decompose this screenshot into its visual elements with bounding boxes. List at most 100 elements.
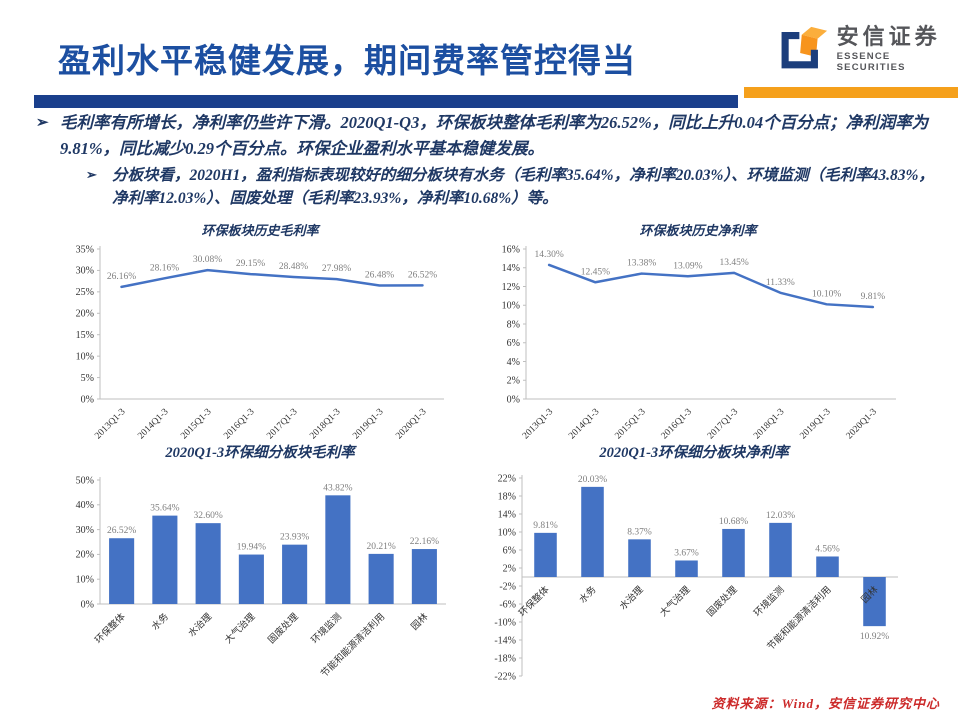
svg-text:2%: 2%: [503, 563, 516, 574]
svg-text:23.93%: 23.93%: [280, 533, 309, 543]
svg-text:2014Q1-3: 2014Q1-3: [136, 407, 170, 441]
svg-text:2016Q1-3: 2016Q1-3: [660, 407, 694, 441]
svg-text:大气治理: 大气治理: [657, 583, 693, 619]
svg-text:2014Q1-3: 2014Q1-3: [567, 407, 601, 441]
svg-text:3.67%: 3.67%: [674, 548, 699, 558]
chart-title-gross-margin-history: 环保板块历史毛利率: [201, 223, 319, 238]
svg-text:2015Q1-3: 2015Q1-3: [613, 407, 647, 441]
bar-chart-segment-net-margin: 22% 18% 14% 10% 6% 2% -2% -6% -10% -14% -18% -22% 9.…: [494, 473, 898, 682]
svg-text:20.03%: 20.03%: [578, 475, 607, 485]
svg-text:环境监测: 环境监测: [751, 584, 786, 619]
svg-text:2019Q1-3: 2019Q1-3: [351, 407, 385, 441]
logo-name-cn: 安信证券: [836, 23, 941, 49]
svg-text:20.21%: 20.21%: [366, 542, 395, 552]
svg-text:50%: 50%: [76, 475, 94, 486]
svg-text:10%: 10%: [498, 527, 516, 538]
svg-text:25%: 25%: [76, 287, 94, 298]
svg-text:2020Q1-3: 2020Q1-3: [845, 407, 879, 441]
svg-text:22.16%: 22.16%: [410, 537, 439, 547]
logo-mark-icon: [781, 26, 828, 69]
svg-text:6%: 6%: [503, 545, 516, 556]
svg-text:水治理: 水治理: [617, 583, 646, 612]
svg-text:26.48%: 26.48%: [365, 271, 394, 281]
svg-text:40%: 40%: [76, 500, 94, 511]
chart-segment-gross-margin: 2020Q1-3环保细分板块毛利率 0% 10% 20% 30% 40% 50% 26.52…: [62, 441, 458, 684]
svg-text:9.81%: 9.81%: [861, 292, 886, 302]
svg-text:园林: 园林: [409, 610, 431, 632]
svg-text:2017Q1-3: 2017Q1-3: [706, 407, 740, 441]
svg-text:水务: 水务: [577, 583, 599, 605]
chart-net-margin-history: 环保板块历史净利率 0% 2% 4% 6% 8% 10% 12% 14% 16% 14.30% 12…: [486, 220, 910, 443]
svg-text:29.15%: 29.15%: [236, 259, 265, 269]
svg-text:4%: 4%: [507, 357, 520, 368]
svg-text:27.98%: 27.98%: [322, 264, 351, 274]
svg-text:环保整体: 环保整体: [92, 610, 128, 646]
logo-name-en: ESSENCE SECURITIES: [836, 51, 906, 74]
svg-text:固废处理: 固废处理: [704, 583, 740, 619]
svg-text:43.82%: 43.82%: [323, 483, 352, 493]
chart-gross-margin-history: 环保板块历史毛利率 0% 5% 10% 15% 20% 25% 30% 35% 26.16% 28…: [62, 220, 458, 443]
svg-text:2020Q1-3: 2020Q1-3: [394, 407, 428, 441]
svg-text:30%: 30%: [76, 525, 94, 536]
svg-text:-2%: -2%: [499, 581, 516, 592]
svg-text:35%: 35%: [76, 244, 94, 255]
svg-text:0%: 0%: [507, 394, 520, 405]
logo-text: 安信证券 ESSENCE SECURITIES: [836, 23, 960, 74]
line-chart-net-margin-history: 0% 2% 4% 6% 8% 10% 12% 14% 16% 14.30% 12.45% 13.38%…: [502, 244, 896, 441]
page-title: 盈利水平稳健发展，期间费率管控得当: [58, 42, 636, 79]
logo: 安信证券 ESSENCE SECURITIES: [778, 22, 960, 76]
svg-text:35.64%: 35.64%: [150, 504, 179, 514]
svg-text:4.56%: 4.56%: [815, 544, 840, 554]
svg-text:10%: 10%: [76, 575, 94, 586]
svg-text:2018Q1-3: 2018Q1-3: [308, 407, 342, 441]
chart-segment-net-margin: 2020Q1-3环保细分板块净利率 22% 18% 14% 10% 6% 2% -2% -6%…: [478, 441, 910, 682]
svg-text:水治理: 水治理: [186, 610, 215, 639]
bullet-arrow-icon: ➢: [86, 167, 97, 183]
svg-text:2019Q1-3: 2019Q1-3: [798, 407, 832, 441]
svg-text:10%: 10%: [502, 301, 520, 312]
svg-text:-14%: -14%: [494, 635, 516, 646]
svg-text:18%: 18%: [498, 491, 516, 502]
svg-text:28.16%: 28.16%: [150, 263, 179, 273]
svg-text:6%: 6%: [507, 338, 520, 349]
svg-text:2013Q1-3: 2013Q1-3: [93, 407, 127, 441]
svg-text:14%: 14%: [498, 509, 516, 520]
svg-text:12.45%: 12.45%: [581, 267, 610, 277]
svg-text:固废处理: 固废处理: [265, 610, 301, 646]
svg-text:10.10%: 10.10%: [812, 289, 841, 299]
chart-title-net-margin-history: 环保板块历史净利率: [639, 223, 757, 238]
svg-text:-18%: -18%: [494, 653, 516, 664]
svg-text:19.94%: 19.94%: [237, 543, 266, 553]
svg-text:-22%: -22%: [494, 671, 516, 682]
svg-text:5%: 5%: [81, 373, 94, 384]
svg-text:26.52%: 26.52%: [408, 270, 437, 280]
svg-text:20%: 20%: [76, 550, 94, 561]
svg-text:0%: 0%: [81, 599, 94, 610]
svg-text:28.48%: 28.48%: [279, 262, 308, 272]
svg-text:13.09%: 13.09%: [673, 261, 702, 271]
svg-text:-6%: -6%: [499, 599, 516, 610]
logo-underline-bar: [744, 87, 958, 98]
body-text: ➢ 毛利率有所增长，净利率仍些许下滑。2020Q1-Q3，环保板块整体毛利率为2…: [36, 110, 944, 211]
bullet-sub: ➢ 分板块看，2020H1，盈利指标表现较好的细分板块有水务（毛利率35.64%…: [86, 164, 944, 211]
svg-text:26.52%: 26.52%: [107, 526, 136, 536]
svg-text:2016Q1-3: 2016Q1-3: [222, 407, 256, 441]
bullet-arrow-icon: ➢: [36, 115, 49, 131]
svg-text:20%: 20%: [76, 309, 94, 320]
chart-title-segment-gross-margin: 2020Q1-3环保细分板块毛利率: [165, 445, 355, 461]
chart-title-segment-net-margin: 2020Q1-3环保细分板块净利率: [599, 445, 789, 461]
svg-text:14%: 14%: [502, 263, 520, 274]
svg-text:9.81%: 9.81%: [533, 521, 558, 531]
svg-text:8.37%: 8.37%: [627, 527, 652, 537]
svg-text:大气治理: 大气治理: [222, 610, 258, 646]
bullet-sub-text: 分板块看，2020H1，盈利指标表现较好的细分板块有水务（毛利率35.64%，净…: [112, 167, 934, 208]
svg-text:8%: 8%: [507, 319, 520, 330]
svg-text:-10%: -10%: [494, 617, 516, 628]
svg-text:2018Q1-3: 2018Q1-3: [752, 407, 786, 441]
svg-text:10%: 10%: [76, 351, 94, 362]
svg-text:2013Q1-3: 2013Q1-3: [521, 407, 555, 441]
svg-text:11.33%: 11.33%: [766, 278, 795, 288]
svg-text:22%: 22%: [498, 473, 516, 484]
bar-chart-segment-gross-margin: 0% 10% 20% 30% 40% 50% 26.52% 35.64% 32.60% 19.94…: [76, 475, 446, 680]
svg-text:30%: 30%: [76, 266, 94, 277]
